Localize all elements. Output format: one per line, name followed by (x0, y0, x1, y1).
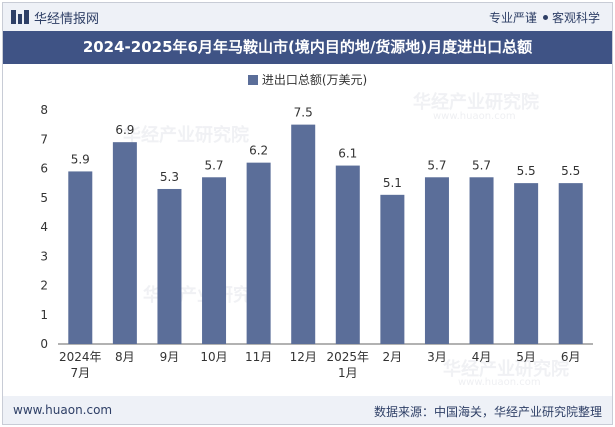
data-label: 6.2 (249, 144, 268, 158)
data-label: 6.1 (338, 147, 357, 161)
legend-swatch (247, 75, 258, 85)
bar (380, 194, 405, 344)
y-tick-label: 0 (40, 337, 48, 351)
bar (291, 124, 316, 344)
footer-source: 数据来源：中国海关，华经产业研究院整理 (373, 405, 602, 419)
bar (68, 171, 93, 344)
y-tick-label: 4 (40, 220, 48, 234)
x-tick-label: 7月 (70, 366, 90, 380)
footer-website: www.huaon.com (13, 403, 113, 417)
brand-logo-icon (11, 10, 29, 24)
legend: 进出口总额(万美元) (3, 71, 612, 88)
data-label: 5.1 (383, 176, 402, 190)
x-tick-label: 12月 (290, 350, 317, 364)
x-tick-label: 11月 (245, 350, 272, 364)
bar (335, 165, 360, 344)
bar (202, 177, 227, 344)
x-tick-label: 4月 (472, 350, 492, 364)
x-tick-label: 2025年 (327, 350, 370, 364)
data-label: 5.3 (160, 170, 179, 184)
tagline: 专业严谨 客观科学 (489, 9, 600, 26)
bar (112, 142, 137, 344)
data-label: 5.5 (561, 164, 580, 178)
tagline-right: 客观科学 (551, 11, 600, 25)
x-tick-label: 8月 (115, 350, 135, 364)
data-label: 5.7 (204, 158, 223, 172)
bar (469, 177, 494, 344)
bar (514, 183, 539, 344)
x-tick-label: 5月 (516, 350, 536, 364)
data-label: 5.9 (71, 152, 90, 166)
bullet-icon (542, 15, 548, 20)
brand-name: 华经情报网 (34, 12, 100, 27)
chart-title: 2024-2025年6月年马鞍山市(境内目的地/货源地)月度进出口总额 (3, 31, 612, 64)
bar (558, 183, 583, 344)
footer: www.huaon.com 数据来源：中国海关，华经产业研究院整理 (3, 396, 612, 424)
y-tick-label: 1 (40, 308, 48, 322)
x-tick-label: 1月 (338, 366, 358, 380)
top-bar: 华经情报网 专业严谨 客观科学 (3, 3, 612, 31)
y-tick-label: 3 (40, 249, 48, 263)
y-tick-label: 5 (40, 191, 48, 205)
x-tick-label: 9月 (160, 350, 180, 364)
x-tick-label: 3月 (427, 350, 447, 364)
data-label: 6.9 (115, 123, 134, 137)
x-tick-label: 2月 (383, 350, 403, 364)
tagline-left: 专业严谨 (488, 11, 537, 25)
bar (157, 188, 182, 344)
y-tick-label: 2 (40, 279, 48, 293)
bar (246, 162, 271, 344)
legend-label: 进出口总额(万美元) (261, 73, 368, 87)
x-tick-label: 6月 (561, 350, 581, 364)
y-tick-label: 7 (40, 132, 48, 146)
data-label: 5.5 (517, 164, 536, 178)
y-tick-label: 6 (40, 162, 48, 176)
y-tick-label: 8 (40, 103, 48, 117)
bar (424, 177, 449, 344)
x-tick-label: 2024年 (59, 350, 102, 364)
data-label: 5.7 (427, 158, 446, 172)
bar-chart: 0 1 2 3 4 5 6 7 8 5.9 2024年 7月 6.9 8月 5.3 9月 5.7 10月 6.2 11… (40, 103, 593, 380)
data-label: 7.5 (294, 106, 313, 120)
data-label: 5.7 (472, 158, 491, 172)
x-tick-label: 10月 (200, 350, 227, 364)
